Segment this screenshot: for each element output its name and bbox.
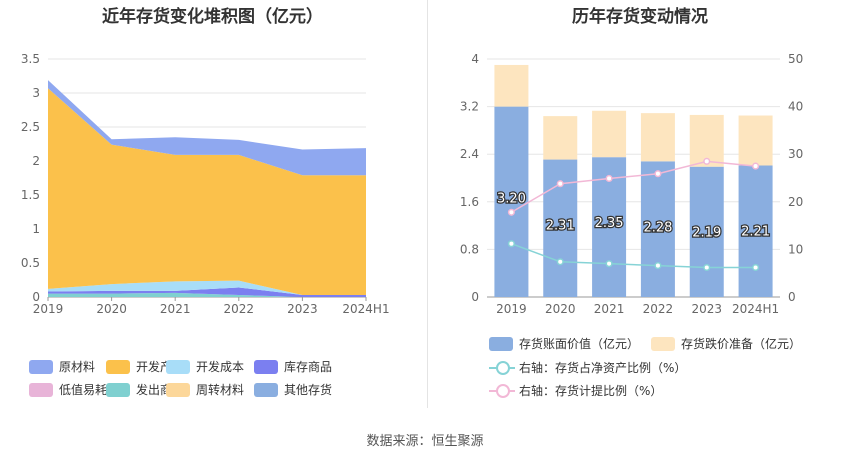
x-tick-label: 2019 xyxy=(496,302,527,316)
legend-swatch xyxy=(166,360,190,374)
line-provision-ratio xyxy=(511,160,756,213)
y2-tick-label: 0 xyxy=(788,290,796,304)
bar-impairment xyxy=(494,64,529,107)
legend-swatch xyxy=(254,360,278,374)
legend-label: 右轴：存货占净资产比例（%） xyxy=(519,361,687,375)
bar-book-value xyxy=(494,106,529,297)
x-tick-label: 2020 xyxy=(545,302,576,316)
y2-tick-label: 10 xyxy=(788,242,803,256)
y-tick-label: 2.5 xyxy=(21,120,40,134)
bar-book-value xyxy=(738,165,773,297)
data-label: 2.35 xyxy=(595,216,624,231)
line-point xyxy=(752,162,760,170)
y-tick-label: 2.4 xyxy=(460,147,479,161)
y2-tick-label: 40 xyxy=(788,100,803,114)
x-tick-label: 2021 xyxy=(160,302,191,316)
line-point xyxy=(703,263,711,272)
area-库存商品 xyxy=(48,287,366,297)
y2-tick-label: 50 xyxy=(788,52,803,66)
legend-swatch xyxy=(106,360,130,374)
x-tick-label: 2022 xyxy=(224,302,255,316)
line-point xyxy=(556,258,564,266)
panel-divider xyxy=(427,0,428,408)
y2-tick-label: 30 xyxy=(788,147,803,161)
legend-label: 原材料 xyxy=(59,360,96,374)
bar-impairment xyxy=(543,116,578,160)
legend-marker-icon xyxy=(496,384,510,398)
line-point xyxy=(507,208,515,216)
legend-label: 右轴：存货计提比例（%） xyxy=(519,384,663,398)
bar-book-value xyxy=(640,161,675,297)
y-tick-label: 1.5 xyxy=(21,188,40,202)
data-label: 2.21 xyxy=(741,225,770,240)
x-tick-label: 2024H1 xyxy=(732,302,779,316)
y-tick-label: 1.6 xyxy=(460,195,479,209)
legend-swatch xyxy=(166,383,190,397)
data-label: 2.28 xyxy=(643,220,672,235)
legend-label: 存货账面价值（亿元） xyxy=(519,337,640,351)
left-chart-title: 近年存货变化堆积图（亿元） xyxy=(102,7,323,27)
y-tick-label: 0.5 xyxy=(21,256,40,270)
area-开发成本 xyxy=(48,280,366,295)
legend-swatch xyxy=(29,360,53,374)
x-tick-label: 2023 xyxy=(691,302,722,316)
x-tick-label: 2021 xyxy=(594,302,625,316)
area-发出商品 xyxy=(48,292,366,297)
line-point xyxy=(605,174,613,183)
legend-label: 开发成本 xyxy=(196,360,245,374)
y-tick-label: 0 xyxy=(471,290,479,304)
stacked-area-chart: 0 0.5 1 1.5 2 2.5 3 3.5 2019 2020 2021 2022 2023 2024… xyxy=(21,52,390,316)
x-tick-label: 2022 xyxy=(643,302,674,316)
data-label: 2.19 xyxy=(692,226,721,241)
x-tick-label: 2024H1 xyxy=(342,302,389,316)
right-chart-title: 历年存货变动情况 xyxy=(572,7,708,27)
y-tick-label: 3.2 xyxy=(460,100,479,114)
bar-impairment xyxy=(738,115,773,166)
y-tick-label: 0.8 xyxy=(460,242,479,256)
line-point xyxy=(654,262,662,270)
y-tick-label: 2 xyxy=(32,154,40,168)
bar-impairment xyxy=(640,113,675,162)
legend-swatch xyxy=(254,383,278,397)
area-原材料 xyxy=(48,80,366,176)
data-label: 2.31 xyxy=(546,219,575,234)
legend-swatch xyxy=(106,383,130,397)
bar-impairment xyxy=(592,110,627,158)
area-开发产品 xyxy=(48,88,366,295)
line-point xyxy=(654,170,662,178)
y-tick-label: 3.5 xyxy=(21,52,40,66)
charts-canvas: 0 0.5 1 1.5 2 2.5 3 3.5 2019 2020 2021 2022 2023 2024… xyxy=(21,52,803,316)
line-net-asset-ratio xyxy=(511,242,756,269)
legend-label: 存货跌价准备（亿元） xyxy=(681,337,802,351)
data-label: 3.20 xyxy=(497,192,526,207)
line-point xyxy=(507,240,515,248)
legend-label: 周转材料 xyxy=(196,383,245,397)
y-tick-label: 4 xyxy=(471,52,479,66)
data-source-note: 数据来源：恒生聚源 xyxy=(366,434,484,449)
y-tick-label: 3 xyxy=(32,86,40,100)
y-tick-label: 0 xyxy=(32,290,40,304)
legend-swatch xyxy=(29,383,53,397)
x-tick-label: 2019 xyxy=(33,302,64,316)
legend-label: 低值易耗品 xyxy=(59,383,120,397)
line-point xyxy=(703,157,711,165)
y-tick-label: 1 xyxy=(32,222,40,236)
x-tick-label: 2023 xyxy=(287,302,318,316)
line-point xyxy=(605,260,613,268)
legend-swatch xyxy=(489,337,513,351)
y2-tick-label: 20 xyxy=(788,195,803,209)
line-point xyxy=(556,180,564,188)
bar-book-value xyxy=(689,166,724,297)
line-point xyxy=(752,263,760,272)
x-tick-label: 2020 xyxy=(96,302,127,316)
legend-label: 其他存货 xyxy=(284,383,333,397)
legend-marker-icon xyxy=(496,361,510,375)
legend-label: 库存商品 xyxy=(284,360,333,374)
legend-swatch xyxy=(651,337,675,351)
